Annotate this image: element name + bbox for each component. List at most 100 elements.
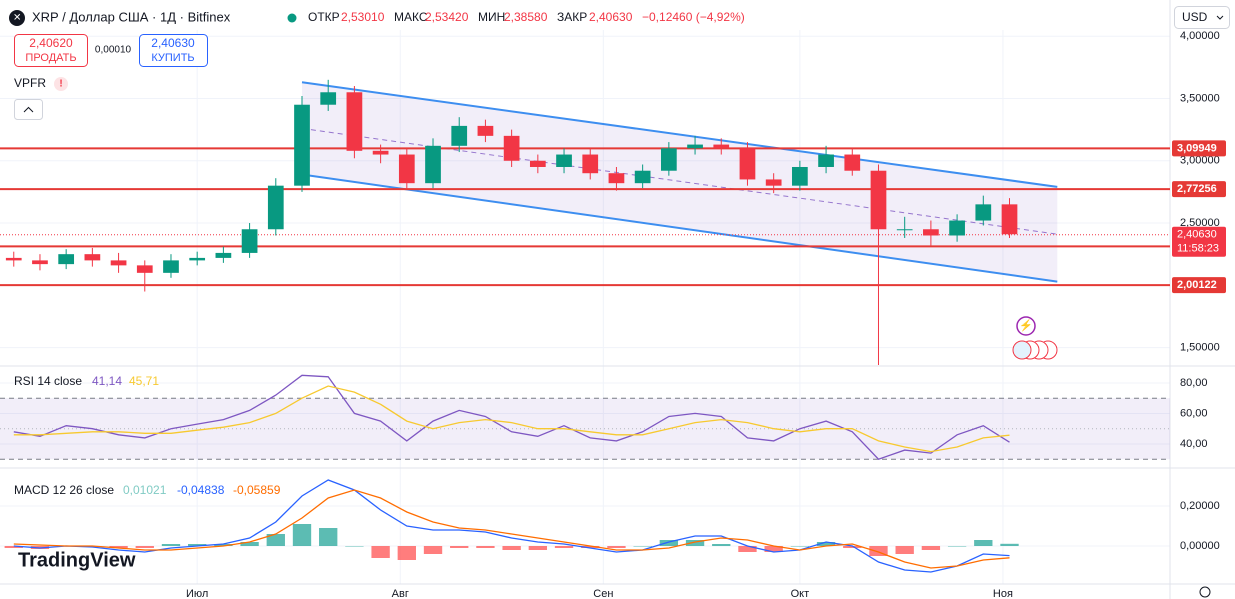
warning-mark: ! — [59, 79, 62, 90]
candle-body — [110, 260, 127, 266]
candle-body — [5, 257, 22, 261]
indicator-name[interactable]: VPFR — [14, 76, 46, 90]
market-status — [287, 13, 297, 23]
histogram-bar — [109, 546, 128, 548]
countdown: 11:58:23 — [1177, 243, 1219, 255]
last-price-bg — [1172, 226, 1226, 257]
y-tick-label: 0,00000 — [1180, 540, 1220, 552]
candle-body — [660, 148, 677, 171]
candle-body — [294, 104, 310, 186]
candle-body — [765, 179, 782, 186]
sell-label: ПРОДАТЬ — [25, 52, 76, 64]
dropdown-icon — [1216, 15, 1224, 20]
histogram-bar — [633, 546, 652, 547]
candle-body — [477, 125, 494, 136]
event-icon[interactable] — [1016, 316, 1036, 336]
candle-body — [163, 260, 179, 273]
x-tick-label: Ноя — [993, 588, 1013, 599]
candle-body — [634, 170, 651, 184]
y-tick-label: 4,00000 — [1180, 30, 1220, 42]
candle-body — [582, 154, 599, 174]
histogram-bar — [345, 546, 364, 547]
buy-button[interactable] — [139, 34, 208, 67]
candle-body — [84, 254, 101, 261]
y-tick-label: 80,00 — [1180, 377, 1208, 389]
legend-value: 45,71 — [129, 374, 159, 388]
histogram-bar — [161, 544, 181, 546]
last-price-label: 2,40630 — [1177, 229, 1217, 241]
y-tick-label: 60,00 — [1180, 407, 1208, 419]
channel-upper — [301, 81, 1058, 188]
histogram-bar — [266, 534, 285, 546]
candle-body — [32, 260, 48, 265]
price-change: −0,12460 (−4,92%) — [642, 10, 745, 24]
pane-title: RSI 14 close — [14, 374, 82, 388]
currency: USD — [1182, 10, 1208, 24]
buy-label: КУПИТЬ — [151, 52, 194, 64]
currency-select[interactable] — [1174, 6, 1230, 29]
candle-body — [320, 92, 337, 105]
candle-body — [949, 220, 965, 236]
collapse-button[interactable] — [14, 99, 43, 120]
candle-body — [870, 170, 887, 230]
level-label-bg — [1172, 277, 1226, 294]
candle-body — [687, 144, 703, 149]
histogram-bar — [554, 546, 574, 548]
symbol-icon-mark: ✕ — [13, 13, 21, 24]
histogram-bar — [764, 546, 783, 552]
brand: TradingView — [18, 549, 136, 571]
histogram-bar — [214, 544, 233, 546]
histogram-bar — [397, 546, 416, 560]
ohlc-value: 2,53010 — [341, 10, 385, 24]
news-icon[interactable] — [1012, 340, 1032, 360]
collapse-icon — [23, 106, 34, 113]
symbol-title[interactable]: XRP / Доллар США · 1Д · Bitfinex — [32, 9, 231, 24]
candle-body — [451, 125, 468, 146]
histogram-bar — [292, 524, 312, 546]
ohlc-label: ЗАКР — [557, 10, 587, 24]
level-label: 2,00122 — [1177, 279, 1217, 291]
candle-body — [58, 254, 75, 265]
histogram-bar — [895, 546, 914, 554]
pane-title: MACD 12 26 close — [14, 483, 114, 497]
x-tick-label: Окт — [791, 588, 810, 599]
histogram-bar — [371, 546, 390, 558]
ohlc-value: 2,40630 — [589, 10, 633, 24]
candle-body — [372, 150, 389, 155]
histogram-bar — [816, 542, 836, 546]
histogram-bar — [685, 540, 705, 546]
ohlc-value: 2,53420 — [425, 10, 469, 24]
candle-body — [818, 154, 834, 167]
ohlc-value: 2,38580 — [504, 10, 548, 24]
candle-body — [215, 252, 232, 258]
level-label-bg — [1172, 181, 1226, 198]
settings-icon[interactable] — [1199, 586, 1211, 598]
level-label: 2,77256 — [1177, 183, 1217, 195]
ohlc-label: МАКС — [394, 10, 428, 24]
channel-lower — [301, 173, 1058, 283]
histogram-bar — [738, 546, 757, 552]
histogram-bar — [712, 544, 731, 546]
x-tick-label: Сен — [593, 588, 613, 599]
legend-value: 0,01021 — [123, 483, 167, 497]
y-tick-label: 0,20000 — [1180, 500, 1220, 512]
candle-body — [896, 229, 913, 231]
histogram-bar — [188, 544, 207, 546]
candle-body — [241, 229, 258, 253]
rsi-line — [13, 385, 1010, 453]
warning-icon[interactable] — [54, 77, 68, 91]
histogram-bar — [450, 546, 469, 548]
event-mark: ⚡ — [1019, 319, 1033, 332]
candle-body — [189, 257, 206, 261]
candle-body — [346, 92, 363, 151]
sell-button[interactable] — [14, 34, 88, 67]
macd-line — [13, 489, 1010, 569]
y-tick-label: 3,00000 — [1180, 155, 1220, 167]
histogram-bar — [869, 546, 888, 556]
histogram-bar — [135, 546, 154, 548]
sell-price: 2,40620 — [29, 36, 73, 50]
level-label: 3,09949 — [1177, 142, 1217, 154]
